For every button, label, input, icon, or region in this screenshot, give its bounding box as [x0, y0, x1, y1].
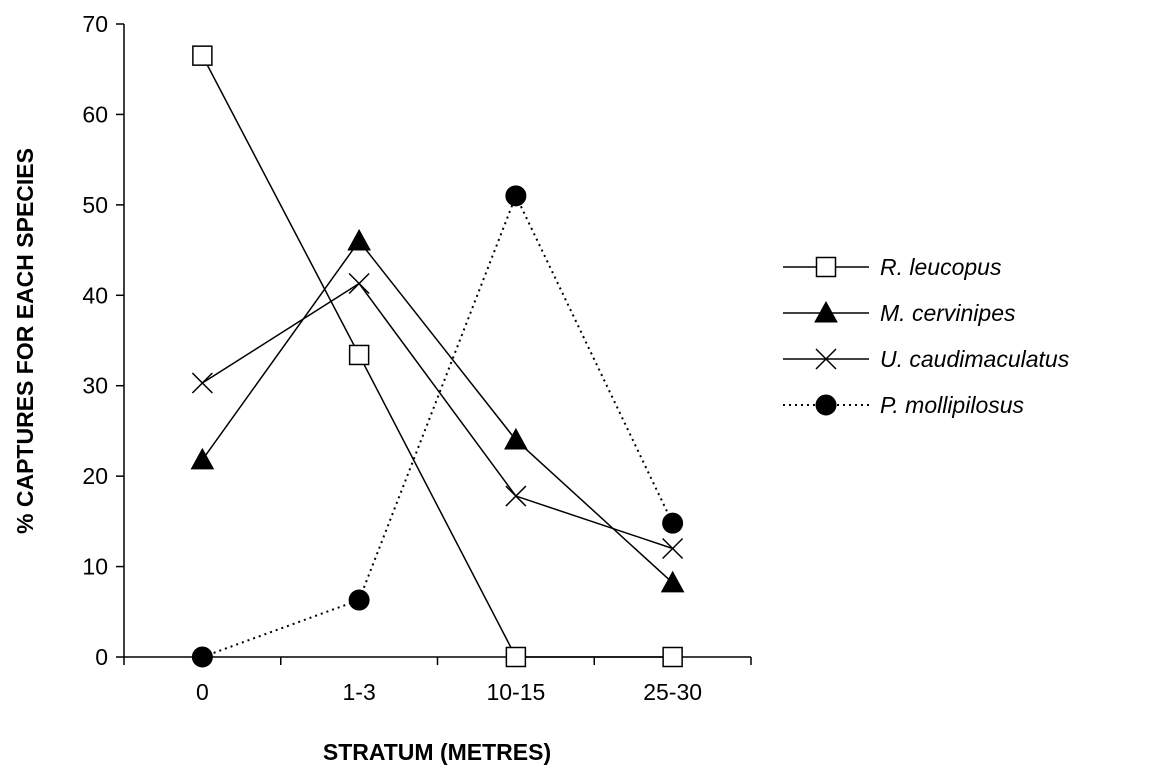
- y-axis-title: % CAPTURES FOR EACH SPECIES: [12, 148, 38, 534]
- legend: R. leucopus M. cervinipes U. caudimaculatu…: [783, 254, 1070, 418]
- marker-filled-triangle: [504, 427, 528, 450]
- marker-filled-circle: [348, 589, 370, 611]
- marker-cross: [348, 272, 370, 295]
- marker-open-square: [348, 344, 370, 366]
- marker-filled-triangle: [660, 570, 685, 593]
- cross-stroke: [191, 372, 213, 394]
- marker-filled-circle: [191, 646, 213, 668]
- x-tick-label: 1-3: [343, 679, 376, 705]
- series-p-mollipilosus: [202, 193, 674, 658]
- axes: 0 10 20 30 40 50 60 70 0 1-3 10-15 25-30: [82, 11, 752, 705]
- marker-cross: [662, 537, 684, 560]
- legend-label: P. mollipilosus: [880, 392, 1025, 418]
- markers-p-mollipilosus: [191, 185, 684, 668]
- series-line: [201, 55, 673, 658]
- cross-stroke: [505, 485, 527, 507]
- marker-open-square: [815, 256, 837, 278]
- legend-item: U. caudimaculatus: [783, 346, 1070, 372]
- legend-item: M. cervinipes: [783, 300, 1016, 326]
- legend-item: P. mollipilosus: [783, 392, 1025, 418]
- series-r-leucopus: [201, 55, 673, 658]
- series-u-caudimaculatus: [201, 282, 673, 550]
- cross-stroke: [348, 272, 370, 295]
- marker-filled-triangle: [190, 447, 215, 470]
- marker-open-square: [192, 45, 213, 66]
- y-tick-label: 60: [82, 101, 108, 127]
- series-layer: [190, 45, 685, 668]
- marker-filled-circle: [815, 394, 837, 416]
- marker-filled-triangle: [347, 228, 371, 251]
- y-tick-label: 20: [82, 463, 108, 489]
- markers-r-leucopus: [192, 45, 683, 668]
- marker-cross: [815, 348, 837, 370]
- marker-filled-circle: [505, 185, 527, 207]
- x-tick-label: 10-15: [486, 679, 545, 705]
- y-tick-label: 10: [82, 554, 108, 580]
- cross-stroke: [662, 537, 684, 560]
- marker-cross: [505, 485, 527, 507]
- markers-u-caudimaculatus: [191, 272, 684, 560]
- y-tick-label: 0: [95, 644, 108, 670]
- marker-filled-circle: [662, 512, 684, 534]
- series-line: [201, 282, 673, 550]
- legend-label: M. cervinipes: [880, 300, 1016, 326]
- legend-label: U. caudimaculatus: [880, 346, 1070, 372]
- y-tick-label: 70: [82, 11, 108, 37]
- series-line: [201, 239, 674, 584]
- marker-open-square: [505, 646, 527, 668]
- x-tick-label: 0: [196, 679, 209, 705]
- legend-item: R. leucopus: [783, 254, 1002, 280]
- markers-m-cervinipes: [190, 228, 685, 593]
- y-tick-label: 50: [82, 192, 108, 218]
- series-m-cervinipes: [201, 239, 674, 584]
- marker-open-square: [662, 646, 683, 668]
- marker-filled-triangle: [814, 300, 838, 323]
- y-tick-label: 30: [82, 373, 108, 399]
- x-axis-title: STRATUM (METRES): [323, 739, 551, 765]
- legend-label: R. leucopus: [880, 254, 1002, 280]
- cross-stroke: [815, 348, 837, 370]
- series-line: [202, 193, 674, 658]
- marker-cross: [191, 372, 213, 394]
- x-tick-label: 25-30: [643, 679, 702, 705]
- y-tick-label: 40: [82, 282, 108, 308]
